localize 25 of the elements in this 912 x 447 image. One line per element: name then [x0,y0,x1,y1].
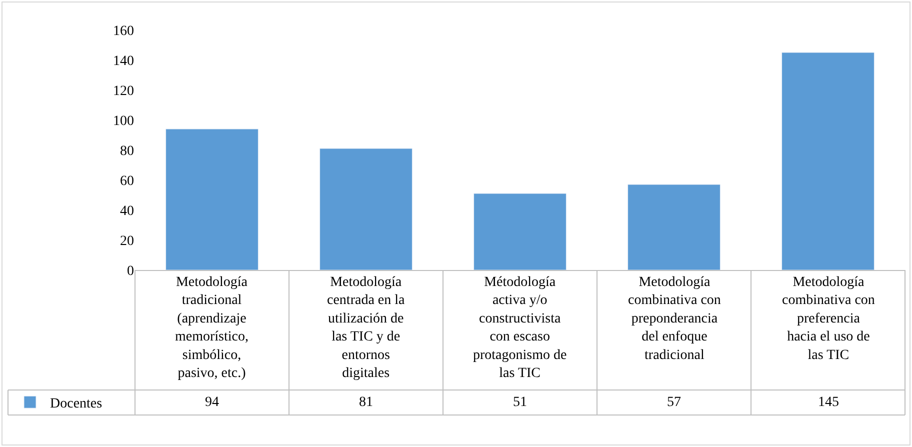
x-tick-label: Metodología combinativa con preponderancia del enfoque tradicional [628,275,721,363]
bar [474,193,566,270]
bar [628,184,720,270]
y-tick-label: 160 [113,24,134,39]
legend-label: Docentes [50,396,102,412]
data-label: 94 [205,395,219,410]
y-tick-label: 60 [120,174,134,189]
y-tick-label: 20 [120,234,134,249]
y-tick-label: 120 [113,84,134,99]
data-label: 57 [667,395,681,410]
data-label: 51 [513,395,527,410]
x-tick-label: Métodología activa y/o constructivista con escaso protagonismo de las TIC [473,275,567,381]
bar [166,128,258,270]
y-tick-label: 100 [113,114,134,129]
x-tick-label: Metodología centrada en la utilización de las TIC y de entornos digitales [327,275,406,381]
x-tick-label: Metodología tradicional (aprendizaje memorístico, simbólico, pasivo, etc.) [175,275,248,381]
data-label: 81 [359,395,373,410]
y-tick-label: 0 [127,264,134,279]
data-label: 145 [818,395,839,410]
bar [782,52,874,270]
bar [320,148,412,270]
y-tick-label: 140 [113,54,134,69]
x-tick-label: Metodología combinativa con preferencia hacia el uso de las TIC [782,275,875,363]
y-tick-label: 40 [120,204,134,219]
y-tick-label: 80 [120,144,134,159]
